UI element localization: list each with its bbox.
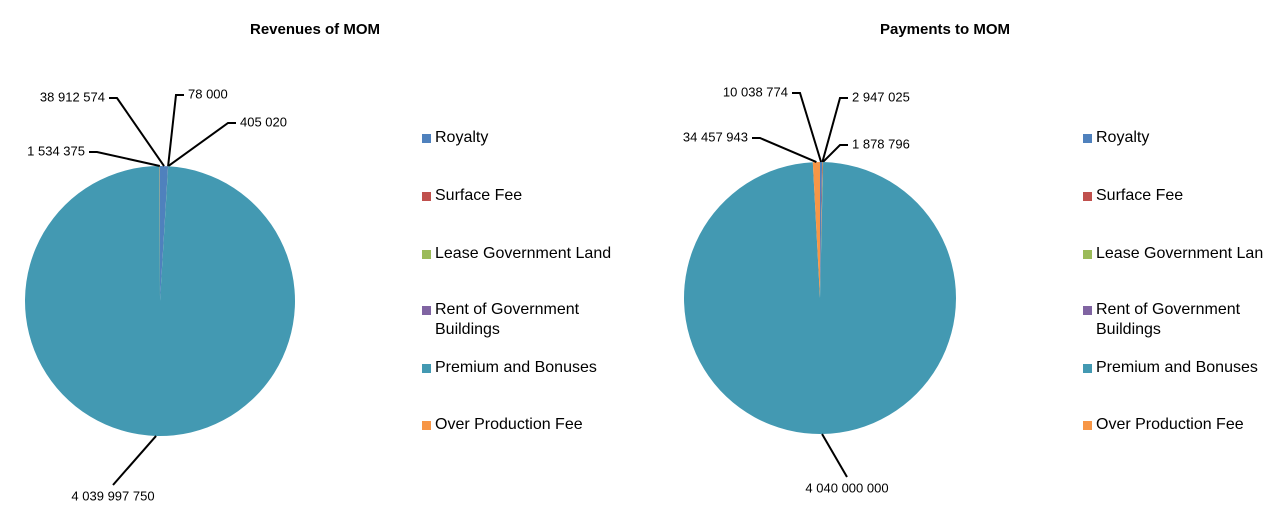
legend-swatch — [422, 306, 431, 315]
legend-label: Premium and Bonuses — [435, 359, 597, 376]
legend-entry: Surface Fee — [1083, 186, 1263, 206]
data-label: 78 000 — [188, 86, 228, 101]
data-label: 38 912 574 — [40, 89, 105, 104]
pie-slice — [820, 162, 823, 298]
legend-label: Surface Fee — [435, 187, 523, 204]
leader-line — [752, 137, 817, 163]
legend-swatch — [422, 421, 431, 430]
legend-entry: Over Production Fee — [1083, 415, 1263, 435]
leader-line — [822, 144, 848, 163]
legend-label: Royalty — [435, 129, 489, 146]
chart-title: Revenues of MOM — [250, 21, 380, 38]
leader-line — [167, 122, 236, 168]
legend-label: Rent of Government Buildings — [1096, 301, 1241, 338]
legend-label: Over Production Fee — [435, 416, 583, 433]
data-label: 34 457 943 — [683, 129, 748, 144]
legend-swatch — [1083, 306, 1092, 315]
legend-entry: Lease Government Land — [1083, 244, 1263, 264]
legend-swatch — [422, 364, 431, 373]
leader-line — [821, 97, 848, 163]
legend-label: Lease Government Land — [1096, 245, 1263, 262]
legend-label: Lease Government Land — [435, 245, 612, 262]
legend-entry: Premium and Bonuses — [1083, 358, 1263, 378]
leader-line — [89, 151, 161, 167]
legend-swatch — [422, 134, 431, 143]
legend-entry: Royalty — [422, 128, 635, 148]
legend-entry: Royalty — [1083, 128, 1263, 148]
legend-label: Over Production Fee — [1096, 416, 1244, 433]
legend-swatch — [1083, 421, 1092, 430]
legend-entry: Rent of Government Buildings — [1083, 300, 1263, 340]
legend-entry: Over Production Fee — [422, 415, 635, 435]
legend-swatch — [1083, 192, 1092, 201]
pie-slice — [160, 166, 169, 301]
chart-title: Payments to MOM — [880, 21, 1010, 38]
pie-slice — [812, 162, 820, 298]
leader-line — [792, 92, 823, 163]
data-label: 10 038 774 — [723, 84, 788, 99]
legend-swatch — [1083, 250, 1092, 259]
legend-label: Premium and Bonuses — [1096, 359, 1258, 376]
pie-slice — [683, 162, 956, 435]
legend-swatch — [422, 192, 431, 201]
legend-entry: Surface Fee — [422, 186, 635, 206]
pie-slice — [160, 166, 169, 301]
data-label: 4 039 997 750 — [71, 488, 154, 503]
data-label: 405 020 — [240, 114, 287, 129]
leader-line — [109, 97, 165, 167]
legend-swatch — [1083, 134, 1092, 143]
pie-slice — [160, 166, 169, 301]
data-label: 1 878 796 — [852, 136, 910, 151]
legend-entry: Lease Government Land — [422, 244, 635, 264]
legend-swatch — [1083, 364, 1092, 373]
legend-label: Rent of Government Buildings — [435, 301, 580, 338]
legend-entry: Premium and Bonuses — [422, 358, 635, 378]
pie-slice — [820, 162, 823, 298]
legend-label: Surface Fee — [1096, 187, 1184, 204]
leader-line — [821, 433, 848, 478]
legend-label: Royalty — [1096, 129, 1150, 146]
data-label: 2 947 025 — [852, 89, 910, 104]
pie-slice — [820, 162, 824, 298]
data-label: 4 040 000 000 — [805, 480, 888, 495]
legend-entry: Rent of Government Buildings — [422, 300, 635, 340]
leader-line — [112, 435, 157, 486]
leader-line — [167, 94, 184, 167]
pie-slice — [24, 166, 295, 437]
data-label: 1 534 375 — [27, 143, 85, 158]
legend-swatch — [422, 250, 431, 259]
